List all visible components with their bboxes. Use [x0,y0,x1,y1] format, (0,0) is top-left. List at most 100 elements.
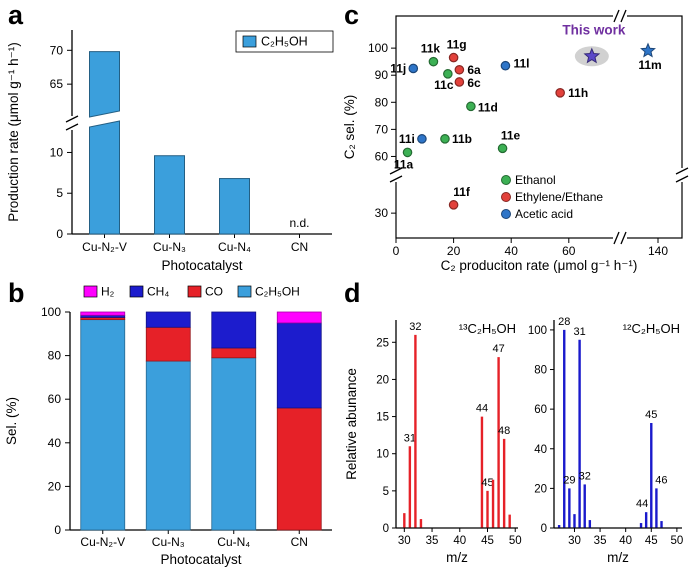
svg-text:0: 0 [383,523,389,535]
svg-text:11b: 11b [452,132,472,146]
svg-text:32: 32 [579,470,591,482]
svg-text:50: 50 [670,535,683,547]
svg-text:40: 40 [48,436,62,450]
panel-d-mass-spectra-chart: 30 35 40 45 50 0 5 10 15 20 25 31 32 44 45 47 48 ¹³C₂H₅OH… [340,278,694,578]
svg-text:20: 20 [376,374,389,386]
svg-text:11h: 11h [568,86,588,100]
svg-text:Cu-N₄: Cu-N₄ [217,535,250,549]
svg-text:50: 50 [509,535,522,547]
svg-text:10: 10 [376,449,389,461]
svg-text:30: 30 [375,206,389,220]
svg-text:11e: 11e [501,128,521,142]
svg-text:65: 65 [50,77,64,91]
panel-letter-b: b [8,278,25,308]
svg-text:5: 5 [383,486,389,498]
svg-text:32: 32 [409,321,421,333]
svg-text:0: 0 [56,227,63,241]
svg-text:60: 60 [48,392,62,406]
svg-text:C₂ sel. (%): C₂ sel. (%) [342,95,357,160]
svg-text:40: 40 [534,444,547,456]
svg-text:20: 20 [48,479,62,493]
svg-text:11k: 11k [421,42,441,56]
svg-text:11d: 11d [478,100,498,114]
svg-text:45: 45 [481,535,494,547]
svg-text:30: 30 [568,535,581,547]
svg-text:This work: This work [562,22,626,37]
svg-text:30: 30 [398,535,411,547]
svg-text:44: 44 [476,403,488,415]
svg-text:Photocatalyst: Photocatalyst [161,258,242,273]
svg-text:11j: 11j [390,61,406,75]
svg-text:5: 5 [56,186,63,200]
svg-text:80: 80 [48,349,62,363]
panel-b-selectivity-stacked-bar-chart: 0 20 40 60 80 100 Cu-N₂-V Cu-N₃ Cu-N₄ CN H₂ CH₄ CO C₂… [0,278,340,578]
svg-text:Cu-N₃: Cu-N₃ [153,240,186,254]
svg-text:48: 48 [498,425,510,437]
svg-text:C₂ produciton rate (μmol g⁻¹ h: C₂ produciton rate (μmol g⁻¹ h⁻¹) [441,258,638,273]
svg-text:Relative abunance: Relative abunance [344,368,359,480]
svg-text:Cu-N₄: Cu-N₄ [218,240,251,254]
svg-text:11g: 11g [447,38,467,52]
svg-text:60: 60 [562,244,576,258]
svg-text:n.d.: n.d. [289,216,309,230]
svg-text:0: 0 [54,523,61,537]
svg-text:Sel. (%): Sel. (%) [4,397,19,445]
svg-text:11c: 11c [434,78,454,92]
panel-letter-d: d [344,278,361,308]
svg-text:Cu-N₃: Cu-N₃ [152,535,185,549]
svg-text:100: 100 [368,41,388,55]
svg-text:70: 70 [375,122,389,136]
svg-text:CN: CN [291,240,308,254]
panel-letter-c: c [344,0,360,30]
svg-text:C₂H₅OH: C₂H₅OH [255,285,300,299]
svg-text:20: 20 [534,483,547,495]
svg-text:35: 35 [426,535,439,547]
svg-text:CO: CO [205,285,223,299]
svg-text:70: 70 [50,43,64,57]
svg-text:0: 0 [393,244,400,258]
svg-text:45: 45 [645,409,657,421]
svg-text:Ethylene/Ethane: Ethylene/Ethane [515,190,603,204]
svg-text:0: 0 [541,523,547,535]
svg-text:¹²C₂H₅OH: ¹²C₂H₅OH [623,321,680,336]
svg-text:m/z: m/z [446,550,468,565]
svg-text:6c: 6c [467,76,481,90]
svg-text:Production rate (μmol g⁻¹ h⁻¹): Production rate (μmol g⁻¹ h⁻¹) [6,42,21,222]
svg-text:m/z: m/z [607,550,629,565]
svg-text:60: 60 [534,404,547,416]
svg-text:45: 45 [645,535,658,547]
svg-text:47: 47 [492,343,504,355]
svg-text:Cu-N₂-V: Cu-N₂-V [80,535,125,549]
svg-text:CN: CN [291,535,308,549]
svg-text:H₂: H₂ [101,285,115,299]
svg-text:25: 25 [376,337,389,349]
svg-text:100: 100 [41,305,61,319]
svg-text:80: 80 [375,95,389,109]
panel-letter-a: a [8,0,24,30]
svg-text:C₂H₅OH: C₂H₅OH [261,35,308,49]
svg-text:11f: 11f [453,185,471,199]
svg-text:60: 60 [375,149,389,163]
panel-a-production-rate-bar-chart: 0 5 10 65 70 Cu-N₂-V Cu-N₃ Cu-N₄ CN n.d. C₂H₅OH Pho… [0,0,340,278]
svg-text:46: 46 [655,474,667,486]
svg-text:¹³C₂H₅OH: ¹³C₂H₅OH [459,321,516,336]
svg-text:Photocatalyst: Photocatalyst [160,552,241,567]
svg-text:10: 10 [50,145,64,159]
svg-text:45: 45 [481,477,493,489]
svg-text:35: 35 [594,535,607,547]
svg-text:29: 29 [563,474,575,486]
svg-text:40: 40 [453,535,466,547]
svg-text:Ethanol: Ethanol [515,173,556,187]
svg-text:11a: 11a [394,157,414,171]
svg-text:140: 140 [648,244,668,258]
svg-text:44: 44 [636,498,648,510]
svg-text:80: 80 [534,365,547,377]
svg-text:31: 31 [404,432,416,444]
svg-text:15: 15 [376,412,389,424]
svg-text:40: 40 [505,244,519,258]
svg-text:28: 28 [558,316,570,328]
svg-text:90: 90 [375,68,389,82]
svg-text:31: 31 [573,326,585,338]
